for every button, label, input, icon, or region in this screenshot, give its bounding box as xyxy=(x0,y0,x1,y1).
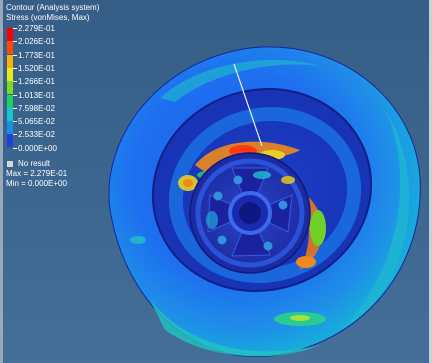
rim-hotspot-bottom xyxy=(296,256,316,268)
hub-center-bore xyxy=(239,202,261,224)
probe-pointer-line xyxy=(233,63,263,147)
hub-outer-ring xyxy=(195,158,305,268)
no-result-swatch xyxy=(7,161,13,167)
legend-title: Contour (Analysis system) xyxy=(6,3,100,12)
rim-barrel-ring xyxy=(168,106,362,284)
rim-hotspot-left-core xyxy=(183,179,193,187)
legend-tick xyxy=(13,81,17,83)
legend-footer: No result Max = 2.279E-01 Min = 0.000E+0… xyxy=(6,159,126,189)
hub-cyan-patch-2 xyxy=(206,211,218,229)
legend-subtitle: Stress (vonMises, Max) xyxy=(6,13,90,22)
stress-hotspot-left xyxy=(130,236,146,244)
stress-hotspot-bottom-core xyxy=(290,315,310,321)
legend-tick xyxy=(13,147,17,149)
legend-color-band xyxy=(7,121,13,135)
rim-hotspot-right-green xyxy=(310,210,326,246)
legend-tick xyxy=(13,67,17,69)
legend-color-band xyxy=(7,81,13,95)
tire-edge-band-right xyxy=(340,110,410,330)
legend-tick xyxy=(13,54,17,56)
legend-scale-label: 0.000E+00 xyxy=(18,143,57,153)
viewport-border-right xyxy=(429,0,432,363)
legend-scale-label: 5.065E-02 xyxy=(18,117,55,127)
legend-scale-label: 1.520E-01 xyxy=(18,63,55,73)
legend-min-value: Min = 0.000E+00 xyxy=(6,179,67,188)
legend-color-band xyxy=(7,67,13,81)
legend-tick xyxy=(13,121,17,123)
legend-tick xyxy=(13,41,17,43)
legend-color-band xyxy=(7,41,13,55)
no-result-label: No result xyxy=(18,159,51,168)
legend-color-band xyxy=(7,107,13,121)
legend-tick xyxy=(13,107,17,109)
legend-tick xyxy=(13,28,17,29)
contour-legend: Contour (Analysis system) Stress (vonMis… xyxy=(6,3,126,189)
legend-tick xyxy=(13,94,17,96)
tire-tread-band-top xyxy=(160,59,320,102)
legend-color-band xyxy=(7,28,13,41)
viewport-border-left xyxy=(0,0,3,363)
legend-scale-label: 7.598E-02 xyxy=(18,103,55,113)
legend-scale-label: 1.773E-01 xyxy=(18,50,55,60)
legend-max-value: Max = 2.279E-01 xyxy=(6,169,68,178)
legend-color-band xyxy=(7,94,13,108)
lug-holes xyxy=(213,175,288,251)
legend-scale-label: 2.279E-01 xyxy=(18,24,55,33)
legend-scale-label: 1.266E-01 xyxy=(18,77,55,87)
legend-scale-label: 2.533E-02 xyxy=(18,130,55,140)
legend-color-band xyxy=(7,134,13,148)
hub-cyan-patch xyxy=(253,171,271,179)
legend-color-scale: 2.279E-01 2.026E-01 1.773E-01 1.520E-01 1.26… xyxy=(6,24,126,159)
legend-scale-label: 1.013E-01 xyxy=(18,90,55,100)
legend-scale-label: 2.026E-01 xyxy=(18,37,55,47)
tire-edge-band-bottom xyxy=(150,300,320,357)
legend-color-band xyxy=(7,54,13,68)
legend-tick xyxy=(13,134,17,136)
hub-hotspot xyxy=(281,176,295,184)
legend-no-result-row: No result xyxy=(6,159,126,169)
